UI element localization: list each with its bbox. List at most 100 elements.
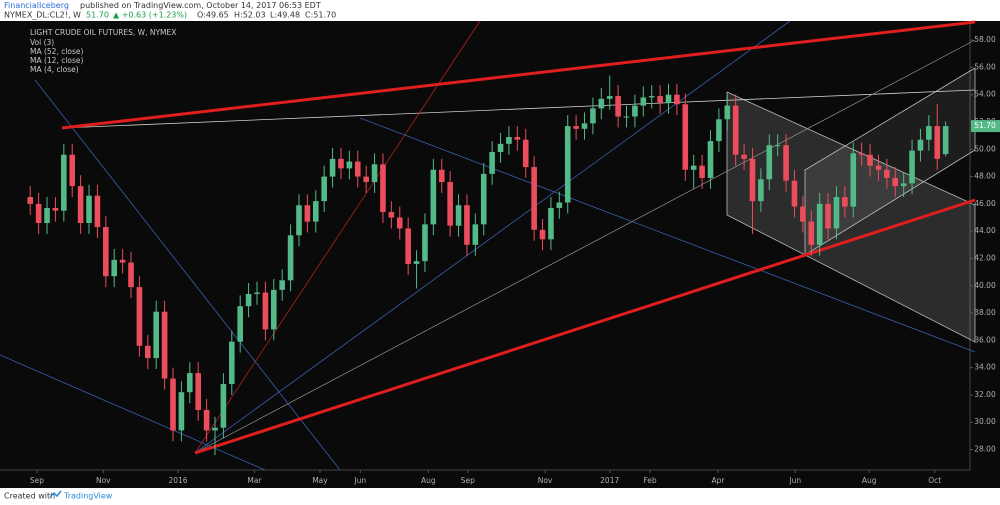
candle-body	[875, 165, 882, 170]
candle-body	[354, 161, 361, 177]
last-price: 51.70	[86, 11, 109, 20]
indicator: MA (12, close)	[30, 56, 84, 65]
y-tick-label: 50.00	[974, 144, 996, 153]
candle-body	[111, 259, 118, 277]
candle-body	[35, 203, 42, 223]
x-tick-label: Apr	[712, 476, 726, 485]
resistance-line	[61, 20, 976, 130]
candle-body	[153, 311, 160, 359]
candle-body	[103, 227, 109, 277]
y-tick-label: 30.00	[974, 417, 996, 426]
candle-body	[699, 165, 705, 178]
candle-body	[884, 169, 890, 178]
candle-body	[430, 169, 437, 225]
candle-body	[228, 341, 235, 385]
drawings	[0, 20, 976, 471]
candle-body	[405, 228, 411, 264]
candle-body	[497, 143, 504, 153]
candle-body	[900, 183, 907, 187]
candle-body	[312, 201, 319, 222]
candle-body	[514, 137, 521, 140]
candle-body	[598, 98, 605, 109]
candle-body	[749, 158, 756, 202]
candle-body	[665, 94, 672, 103]
candle-body	[296, 205, 302, 236]
candle-body	[808, 221, 815, 245]
indicator: Vol (3)	[30, 38, 54, 47]
candle-body	[615, 96, 621, 117]
x-tick-label: Nov	[538, 476, 553, 485]
candle-body	[270, 289, 277, 330]
y-tick-label: 58.00	[974, 35, 996, 44]
candle-body	[724, 105, 731, 120]
candle-body	[690, 165, 697, 170]
candle-body	[657, 96, 663, 103]
candle-body	[850, 153, 857, 207]
candle-body	[707, 141, 714, 178]
candle-body	[220, 384, 227, 428]
published: published on TradingView.com, October 14…	[80, 1, 321, 10]
y-tick-label: 54.00	[974, 90, 996, 99]
candle-body	[564, 126, 571, 203]
candle-body	[464, 205, 470, 245]
x-tick-label: 2017	[600, 476, 619, 485]
logo	[49, 490, 62, 498]
symbol: NYMEX_DL:CL2!, W	[4, 11, 81, 20]
trend-line	[0, 354, 266, 471]
x-tick-label: Oct	[928, 476, 941, 485]
candle-body	[858, 153, 865, 155]
candle-body	[606, 96, 613, 99]
candle-body	[556, 202, 563, 208]
candle-body	[842, 197, 848, 207]
candle-body	[363, 176, 369, 183]
candle-body	[741, 154, 747, 159]
trend-line	[194, 20, 481, 454]
candle-body	[682, 104, 689, 170]
candle-body	[187, 373, 193, 393]
candle-body	[472, 224, 479, 245]
x-tick-label: Nov	[96, 476, 111, 485]
author[interactable]: FinancialIceberg	[4, 1, 69, 10]
candle-body	[52, 207, 59, 211]
candle-body	[27, 197, 34, 204]
candle-body	[892, 177, 899, 187]
candle-body	[136, 287, 143, 346]
candle-body	[867, 154, 873, 166]
candle-body	[833, 197, 840, 229]
candle-body	[195, 373, 201, 410]
y-tick-label: 28.00	[974, 445, 996, 454]
trend-line	[359, 117, 976, 353]
candle-body	[380, 164, 386, 213]
ohlc-high: H:52.03	[234, 11, 266, 20]
x-tick-label: May	[312, 476, 328, 485]
candle-body	[44, 207, 50, 223]
candle-body	[909, 150, 915, 184]
footer-text: Created with	[4, 492, 55, 501]
candle-body	[77, 186, 84, 223]
x-tick-label: Sep	[30, 476, 44, 485]
candle-body	[287, 235, 294, 281]
candle-body	[623, 116, 630, 118]
candle-body	[825, 203, 831, 229]
candle-body	[346, 161, 353, 169]
candle-body	[766, 145, 773, 180]
candle-body	[203, 409, 210, 431]
x-tick-label: Sep	[461, 476, 475, 485]
trend-line	[34, 79, 341, 471]
chart-bg	[0, 21, 1000, 488]
candle-body	[447, 182, 453, 226]
footer-brand[interactable]: TradingView	[63, 492, 113, 501]
ohlc-low: L:49.48	[270, 11, 300, 20]
candle-body	[304, 205, 311, 222]
candle-body	[506, 137, 512, 144]
ohlc-close: C:51.70	[305, 11, 336, 20]
change: ▲ +0.63 (+1.23%)	[113, 11, 187, 20]
candle-body	[455, 205, 462, 226]
support-line	[194, 198, 976, 455]
candle-body	[119, 259, 126, 263]
x-tick-label: Aug	[862, 476, 877, 485]
candle-body	[178, 392, 185, 431]
candles	[27, 75, 949, 455]
candle-body	[161, 311, 168, 379]
